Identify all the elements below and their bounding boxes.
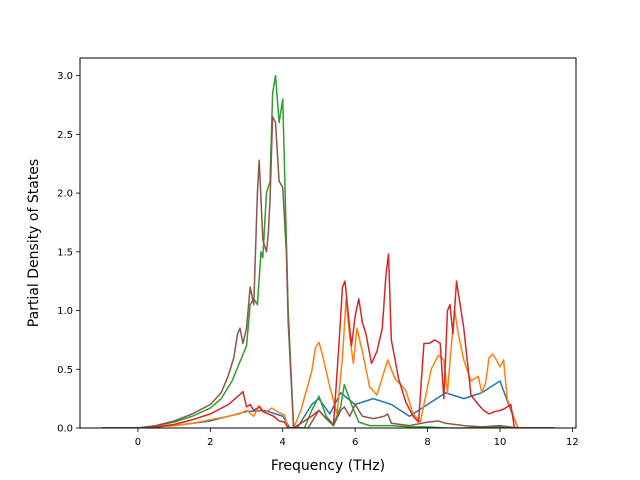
x-tick-label: 12 [566, 437, 579, 448]
y-tick-label: 0.5 [57, 365, 73, 376]
x-tick-label: 6 [352, 437, 358, 448]
x-tick-label: 10 [494, 437, 507, 448]
series-layer [101, 74, 555, 428]
series-line-4 [101, 253, 555, 428]
x-tick-label: 2 [207, 437, 213, 448]
x-axis-label: Frequency (THz) [271, 458, 385, 474]
y-axis-label: Partial Density of States [26, 159, 42, 327]
y-tick-label: 2.5 [57, 130, 73, 141]
y-axis-ticks: 0.0 0.5 1.0 1.5 2.0 2.5 3.0 [57, 71, 80, 435]
x-tick-label: 4 [280, 437, 286, 448]
y-tick-label: 0.0 [57, 424, 73, 435]
y-tick-label: 2.0 [57, 189, 73, 200]
x-tick-label: 8 [424, 437, 430, 448]
x-axis-ticks: 0 2 4 6 8 10 12 [135, 428, 579, 448]
series-line-5 [101, 115, 555, 428]
y-tick-label: 1.0 [57, 306, 73, 317]
plot-frame [79, 57, 577, 429]
y-tick-label: 1.5 [57, 247, 73, 258]
y-tick-label: 3.0 [57, 71, 73, 82]
x-tick-label: 0 [135, 437, 141, 448]
